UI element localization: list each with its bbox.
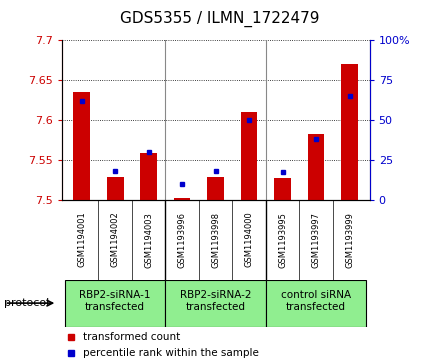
- Bar: [266, 280, 366, 327]
- Bar: [241, 112, 257, 200]
- Text: RBP2-siRNA-1
transfected: RBP2-siRNA-1 transfected: [79, 290, 151, 311]
- Text: GSM1193997: GSM1193997: [312, 212, 320, 268]
- Bar: [341, 64, 358, 200]
- Text: RBP2-siRNA-2
transfected: RBP2-siRNA-2 transfected: [180, 290, 251, 311]
- Text: GSM1193999: GSM1193999: [345, 212, 354, 268]
- Text: control siRNA
transfected: control siRNA transfected: [281, 290, 351, 311]
- Bar: [308, 134, 324, 200]
- Bar: [140, 153, 157, 200]
- Text: GSM1194003: GSM1194003: [144, 212, 153, 268]
- Text: GSM1193995: GSM1193995: [278, 212, 287, 268]
- Bar: [207, 177, 224, 200]
- Text: GSM1193998: GSM1193998: [211, 212, 220, 268]
- Text: protocol: protocol: [4, 298, 50, 308]
- Bar: [65, 280, 165, 327]
- Text: GSM1194000: GSM1194000: [245, 212, 253, 268]
- Text: GDS5355 / ILMN_1722479: GDS5355 / ILMN_1722479: [120, 11, 320, 27]
- Bar: [73, 92, 90, 200]
- Text: GSM1194001: GSM1194001: [77, 212, 86, 268]
- Text: GSM1193996: GSM1193996: [178, 212, 187, 268]
- Bar: [274, 178, 291, 200]
- Bar: [165, 280, 266, 327]
- Text: transformed count: transformed count: [83, 332, 180, 342]
- Bar: [107, 177, 124, 200]
- Text: GSM1194002: GSM1194002: [111, 212, 120, 268]
- Bar: [174, 198, 191, 200]
- Text: percentile rank within the sample: percentile rank within the sample: [83, 348, 259, 358]
